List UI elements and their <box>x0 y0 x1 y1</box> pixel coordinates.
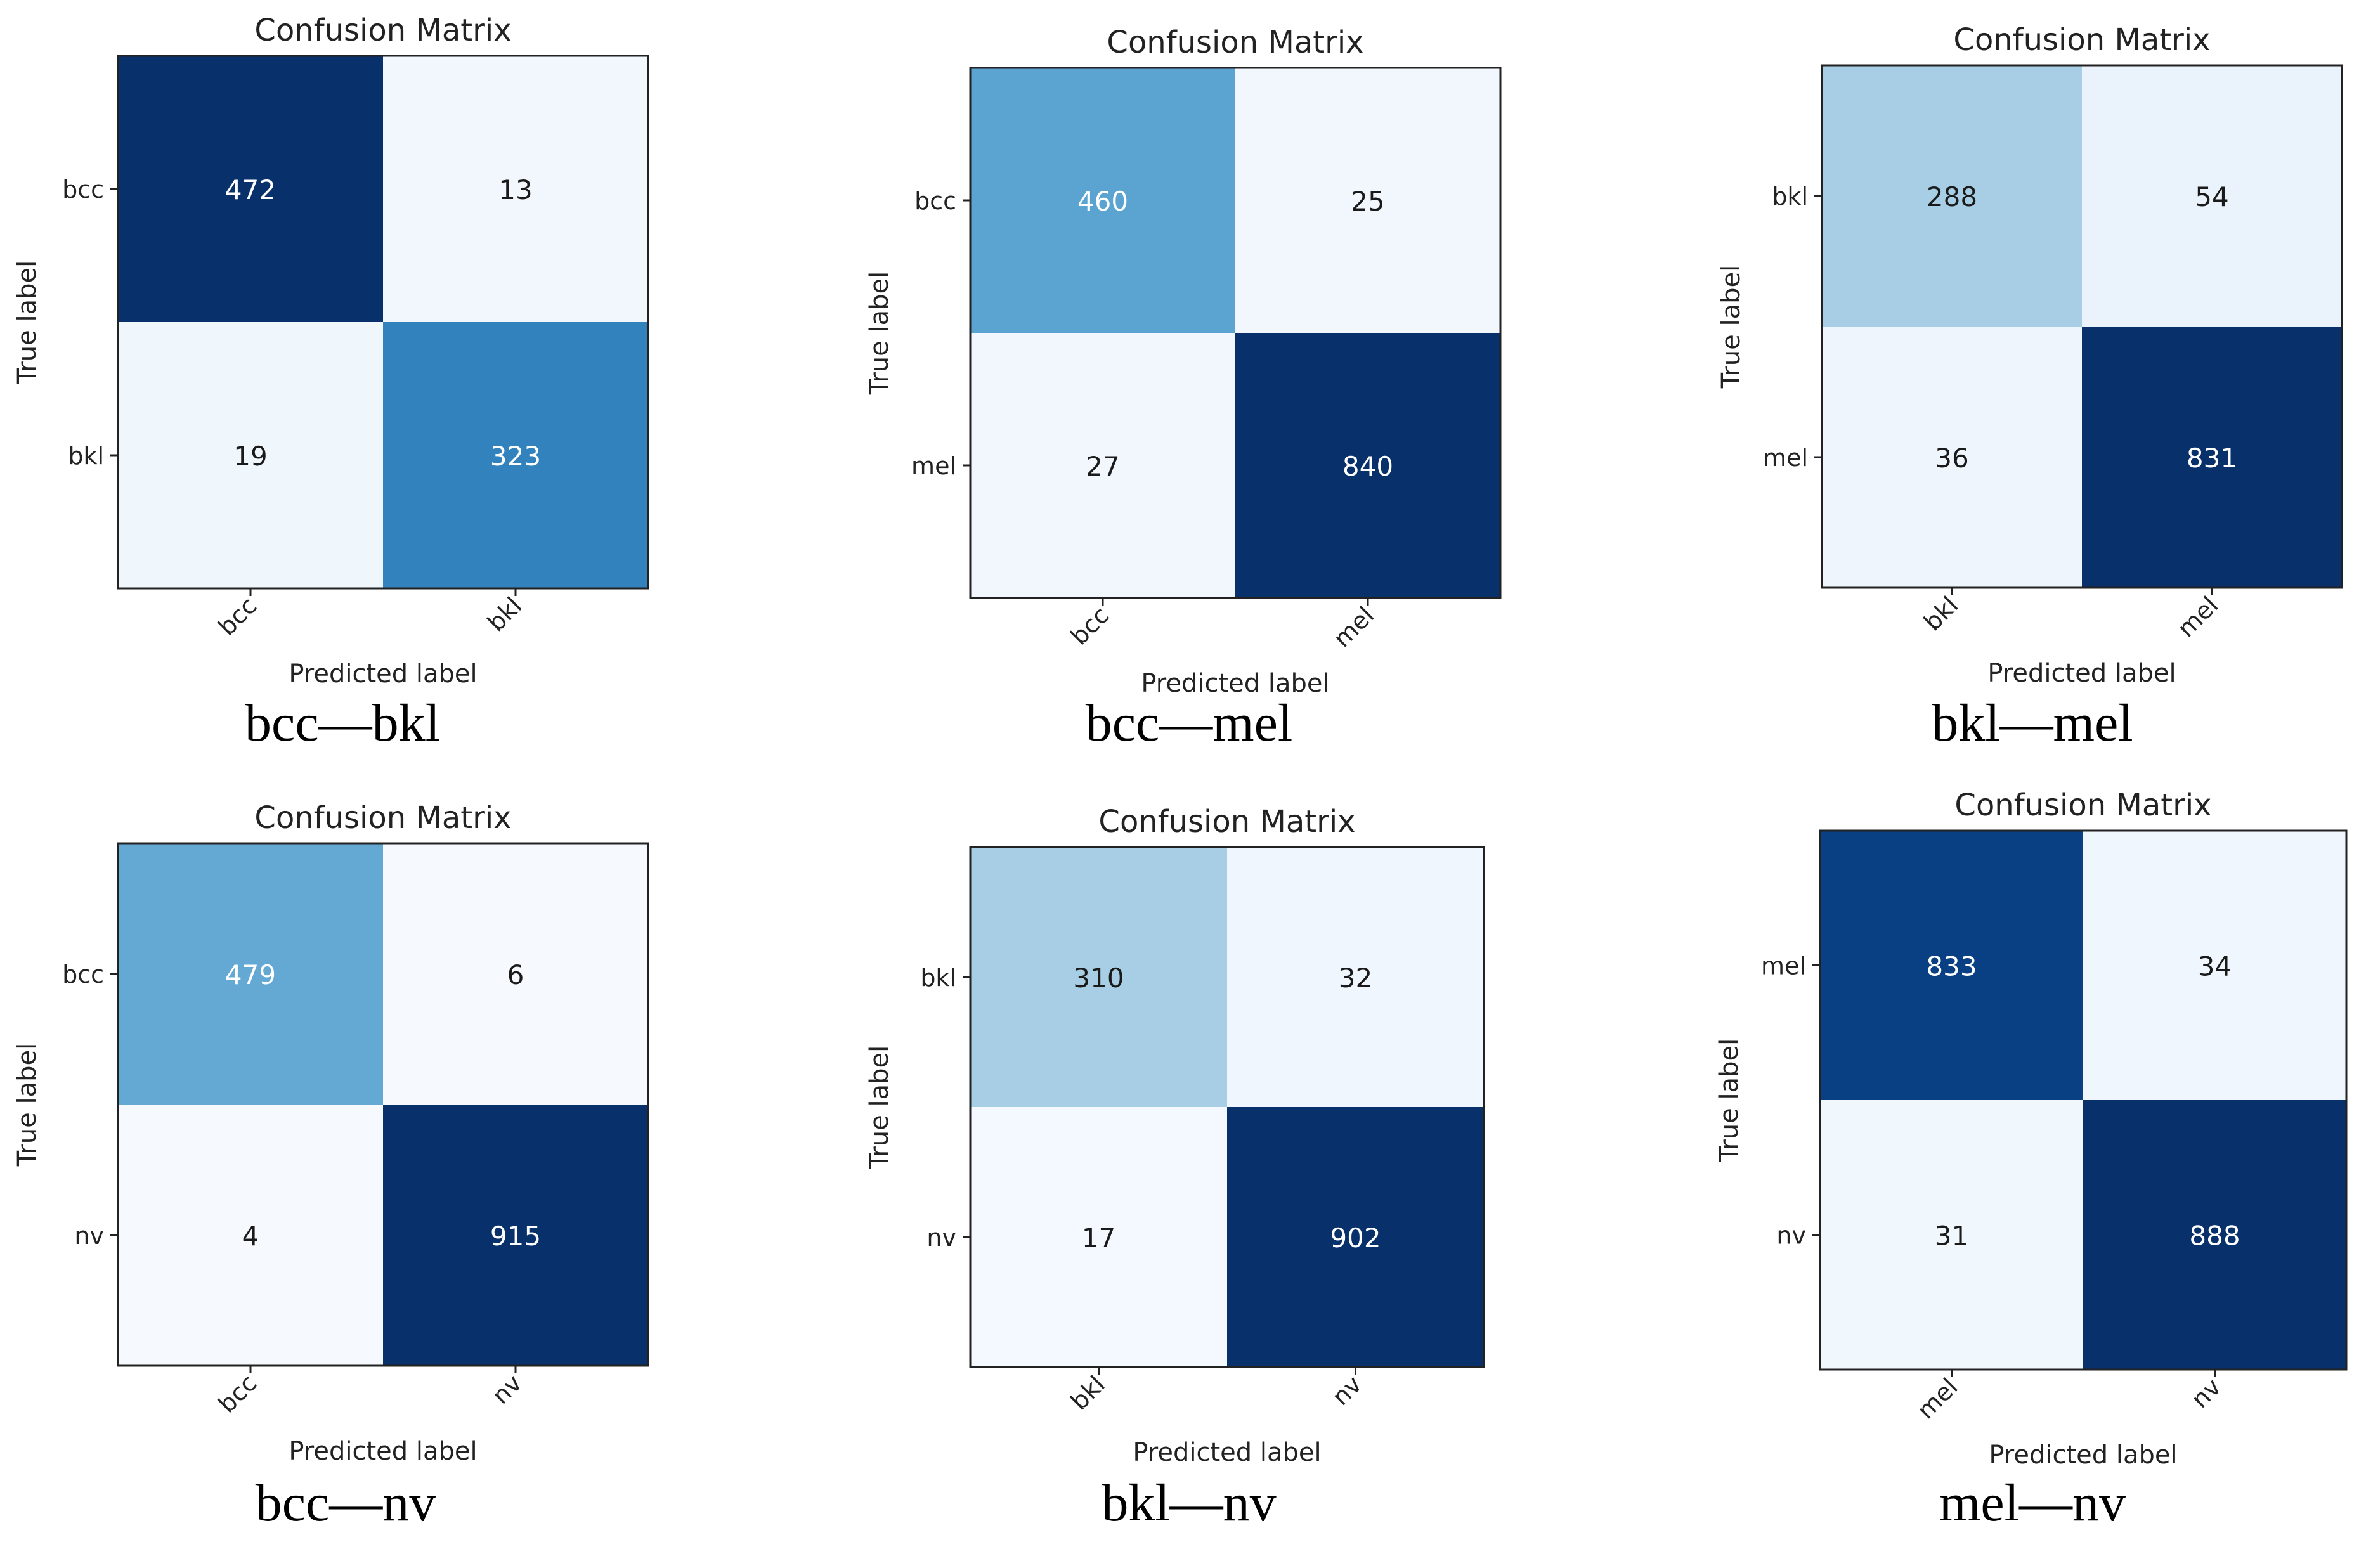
cell-value-label: 27 <box>1086 451 1119 482</box>
x-axis-label: Predicted label <box>1133 1438 1321 1467</box>
y-tick-label: bcc <box>62 176 104 204</box>
cell-value-label: 34 <box>2198 951 2232 982</box>
matrix-cell <box>383 56 648 322</box>
cell-value-label: 25 <box>1351 186 1384 217</box>
plot-frame <box>1819 829 2348 1371</box>
x-axis-label: Predicted label <box>1987 659 2176 688</box>
y-axis-label: True label <box>865 1046 894 1169</box>
matrix-cell <box>2082 65 2342 327</box>
y-tick-label: nv <box>74 1222 104 1250</box>
cell-value-label: 460 <box>1077 186 1128 217</box>
matrix-cell <box>2082 327 2342 588</box>
y-tick-label: bcc <box>914 187 956 215</box>
matrix-cell <box>383 843 648 1105</box>
matrix-cell <box>118 56 383 322</box>
matrix-cell <box>118 843 383 1105</box>
matrix-cell <box>970 68 1235 333</box>
y-tick-label: mel <box>911 452 956 480</box>
matrix-cell <box>1235 333 1500 598</box>
y-axis-label: True label <box>865 271 894 395</box>
cell-value-label: 17 <box>1082 1222 1115 1254</box>
panel-caption: bcc—mel <box>1086 694 1293 753</box>
y-axis-label: True label <box>13 1043 42 1167</box>
matrix-cell <box>2083 1100 2346 1370</box>
cell-value-label: 902 <box>1330 1222 1381 1254</box>
y-tick-label: nv <box>1776 1222 1806 1250</box>
cell-value-label: 32 <box>1339 962 1372 994</box>
matrix-cell <box>1227 847 1484 1107</box>
cell-value-label: 472 <box>225 174 276 205</box>
x-axis-label: Predicted label <box>289 1437 477 1466</box>
cell-value-label: 840 <box>1342 451 1393 482</box>
matrix-cell <box>1820 831 2083 1100</box>
chart-title: Confusion Matrix <box>1954 787 2211 823</box>
plot-frame <box>117 55 649 590</box>
x-tick-label: mel <box>1912 1373 1963 1424</box>
plot-frame <box>117 842 649 1367</box>
cell-value-label: 479 <box>225 959 276 990</box>
matrix-cell <box>1227 1107 1484 1367</box>
matrix-cell <box>383 322 648 588</box>
cell-value-label: 13 <box>498 174 532 205</box>
cell-value-label: 310 <box>1073 962 1124 994</box>
plot-frame <box>1821 64 2343 589</box>
matrix-cell <box>1822 327 2082 588</box>
y-axis-label: True label <box>13 261 42 384</box>
plot-frame <box>969 846 1485 1368</box>
matrix-cell <box>970 847 1227 1107</box>
cell-value-label: 915 <box>490 1221 541 1252</box>
chart-title: Confusion Matrix <box>1107 25 1363 60</box>
y-axis-label: True label <box>1717 265 1746 389</box>
matrix-cell <box>383 1105 648 1366</box>
cell-value-label: 288 <box>1927 181 1977 212</box>
x-axis-label: Predicted label <box>289 659 477 689</box>
chart-title: Confusion Matrix <box>1098 804 1355 839</box>
y-tick-label: bkl <box>68 442 104 470</box>
matrix-cell <box>1820 1100 2083 1370</box>
plot-frame <box>969 67 1502 599</box>
chart-title: Confusion Matrix <box>254 800 511 836</box>
chart-title: Confusion Matrix <box>254 13 511 48</box>
y-tick-label: bcc <box>62 961 104 988</box>
panel-caption: bkl—nv <box>1102 1474 1276 1532</box>
matrix-cell <box>1822 65 2082 327</box>
cell-value-label: 323 <box>490 441 541 472</box>
matrix-cell <box>118 1105 383 1366</box>
cell-value-label: 888 <box>2189 1221 2240 1252</box>
x-axis-label: Predicted label <box>1141 669 1329 698</box>
panel-caption: bkl—mel <box>1932 694 2133 753</box>
matrix-cell <box>970 333 1235 598</box>
cell-value-label: 6 <box>507 959 524 990</box>
cell-value-label: 36 <box>1935 443 1968 474</box>
matrix-cell <box>118 322 383 588</box>
matrix-cell <box>2083 831 2346 1100</box>
panel-caption: mel—nv <box>1939 1474 2126 1532</box>
cell-value-label: 831 <box>2187 443 2237 474</box>
cell-value-label: 19 <box>233 441 267 472</box>
cell-value-label: 4 <box>242 1221 259 1252</box>
chart-title: Confusion Matrix <box>1953 22 2210 58</box>
cell-value-label: 54 <box>2195 181 2228 212</box>
matrix-cell <box>970 1107 1227 1367</box>
x-tick-label: nv <box>2186 1373 2226 1413</box>
y-tick-label: bkl <box>1772 183 1808 211</box>
cell-value-label: 31 <box>1935 1221 1968 1252</box>
panel-caption: bcc—bkl <box>245 694 440 753</box>
y-axis-label: True label <box>1715 1039 1744 1162</box>
x-axis-label: Predicted label <box>1989 1441 2177 1470</box>
matrix-cell <box>1235 68 1500 333</box>
panel-caption: bcc—nv <box>256 1474 436 1532</box>
y-tick-label: nv <box>926 1224 956 1252</box>
cell-value-label: 833 <box>1926 951 1977 982</box>
y-tick-label: mel <box>1761 952 1806 980</box>
y-tick-label: mel <box>1763 444 1808 472</box>
y-tick-label: bkl <box>920 964 956 992</box>
